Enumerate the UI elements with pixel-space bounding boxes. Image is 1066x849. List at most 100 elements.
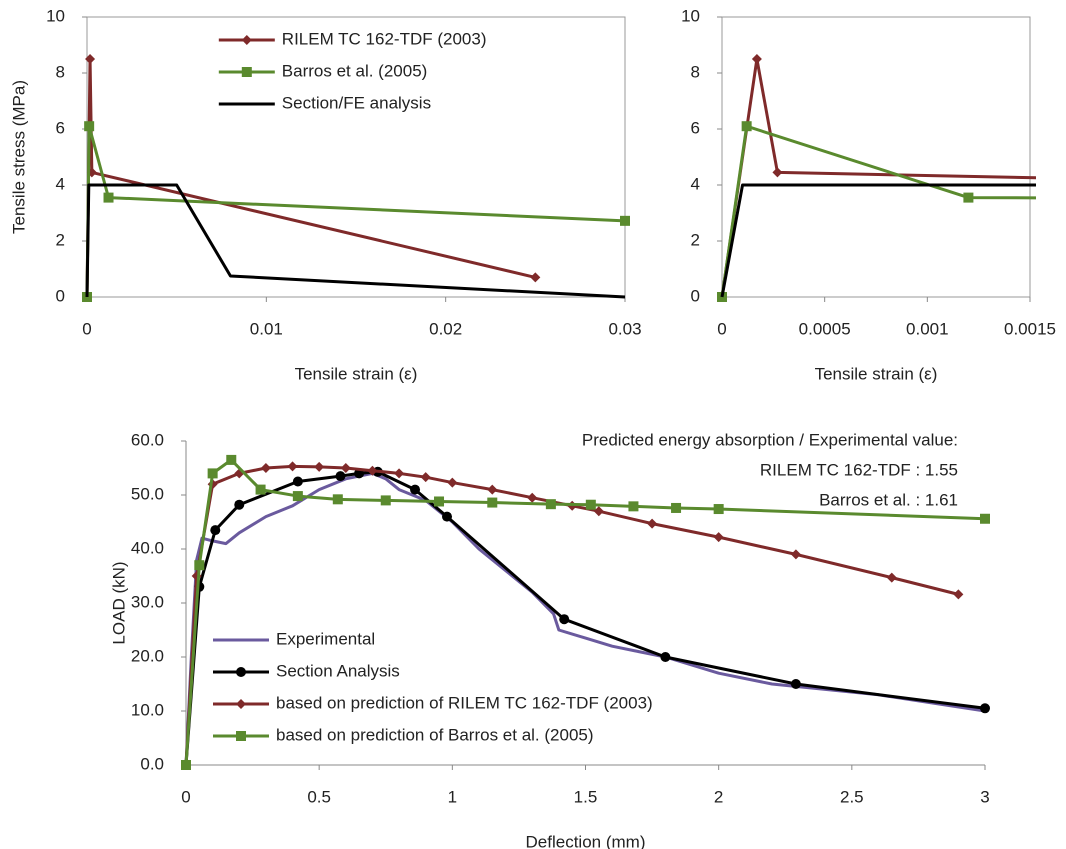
marker [207, 468, 218, 479]
plot-area [717, 54, 1036, 302]
marker [410, 484, 421, 495]
x-tick-label: 3 [980, 787, 989, 806]
series-line [184, 458, 986, 766]
series-line [85, 183, 626, 299]
series-line [184, 470, 986, 766]
marker [980, 513, 990, 524]
marker [713, 504, 724, 515]
y-tick-label: 8 [56, 62, 65, 81]
chart: 0.0 10.0 20.0 30.0 40.0 50.0 60.0 0 0.5 1 1.5 2 2.5 3… [109, 430, 990, 849]
marker [963, 192, 974, 203]
marker [394, 468, 405, 479]
y-tick-label: 20.0 [131, 646, 164, 665]
marker [380, 495, 391, 506]
x-tick-label: 0.03 [608, 319, 641, 338]
y-axis-label: LOAD (kN) [109, 561, 128, 644]
legend-label: RILEM TC 162-TDF (2003) [282, 29, 487, 48]
legend-label: Experimental [276, 629, 375, 648]
marker [292, 491, 303, 502]
y-tick-label: 2 [56, 230, 65, 249]
x-tick-label: 0 [717, 319, 726, 338]
x-tick-label: 0.5 [307, 787, 331, 806]
marker [953, 589, 964, 600]
x-tick-label: 0.02 [429, 319, 462, 338]
marker [530, 272, 541, 283]
y-tick-label: 0 [56, 286, 65, 305]
y-tick-label: 30.0 [131, 592, 164, 611]
marker [487, 497, 498, 508]
marker [236, 667, 246, 677]
y-tick-label: 0.0 [140, 754, 164, 773]
marker [442, 511, 453, 522]
plot-area [82, 54, 630, 302]
marker [660, 652, 671, 662]
legend: RILEM TC 162-TDF (2003) Barros et al. (20… [218, 29, 487, 112]
legend-label: Section Analysis [276, 661, 400, 680]
y-tick-label: 4 [56, 174, 65, 193]
marker [751, 54, 762, 64]
marker [545, 499, 556, 510]
y-axis-label: Tensile stress (MPa) [9, 80, 28, 234]
y-tick-label: 2 [691, 230, 700, 249]
x-tick-label: 2 [714, 787, 723, 806]
series-line [720, 183, 1036, 298]
chart: 0 2 4 6 8 10 0 0.01 0.02 0.03 Tensile strain (ε) Te… [9, 6, 641, 383]
marker [226, 454, 237, 465]
marker [85, 54, 96, 64]
marker [84, 121, 95, 132]
legend: Experimental Section Analysis based on pre… [213, 629, 653, 744]
marker [287, 461, 298, 472]
series-line [85, 124, 626, 298]
marker [103, 192, 114, 203]
legend-label: Barros et al. (2005) [282, 61, 428, 80]
x-tick-label: 0.0015 [1004, 319, 1056, 338]
annotation: Barros et al. : 1.61 [819, 490, 958, 509]
marker [593, 506, 604, 517]
marker [260, 463, 271, 473]
marker [772, 167, 783, 178]
series-line [184, 464, 959, 766]
marker [335, 471, 346, 482]
legend-label: based on prediction of Barros et al. (20… [276, 725, 594, 744]
x-tick-label: 1 [448, 787, 457, 806]
x-tick-label: 2.5 [840, 787, 864, 806]
x-tick-label: 0.01 [250, 319, 283, 338]
marker [527, 492, 538, 503]
marker [790, 549, 801, 560]
marker [236, 699, 246, 709]
marker [292, 476, 303, 487]
y-tick-label: 0 [691, 286, 700, 305]
series-line [720, 124, 1036, 298]
x-axis-label: Deflection (mm) [526, 832, 646, 849]
marker [559, 614, 570, 625]
marker [314, 461, 325, 472]
marker [790, 679, 801, 689]
marker [713, 532, 724, 543]
marker [434, 496, 445, 507]
y-tick-label: 8 [691, 62, 700, 81]
marker [886, 572, 897, 583]
x-tick-label: 0 [82, 319, 91, 338]
marker [241, 67, 252, 77]
plot-frame [86, 16, 626, 298]
y-tick-label: 10 [46, 6, 65, 25]
marker [236, 731, 246, 741]
legend-label: Section/FE analysis [282, 93, 431, 112]
marker [255, 484, 266, 495]
marker [671, 502, 682, 513]
marker [628, 501, 639, 512]
legend-label: based on prediction of RILEM TC 162-TDF … [276, 693, 653, 712]
x-axis-label: Tensile strain (ε) [295, 364, 418, 383]
marker [585, 499, 596, 510]
marker [210, 525, 221, 536]
x-tick-label: 1.5 [574, 787, 598, 806]
marker [367, 465, 378, 476]
y-tick-label: 10 [681, 6, 700, 25]
y-tick-label: 4 [691, 174, 700, 193]
marker [234, 499, 245, 510]
x-axis-label: Tensile strain (ε) [815, 364, 938, 383]
x-tick-label: 0.0005 [799, 319, 851, 338]
marker [340, 463, 351, 473]
